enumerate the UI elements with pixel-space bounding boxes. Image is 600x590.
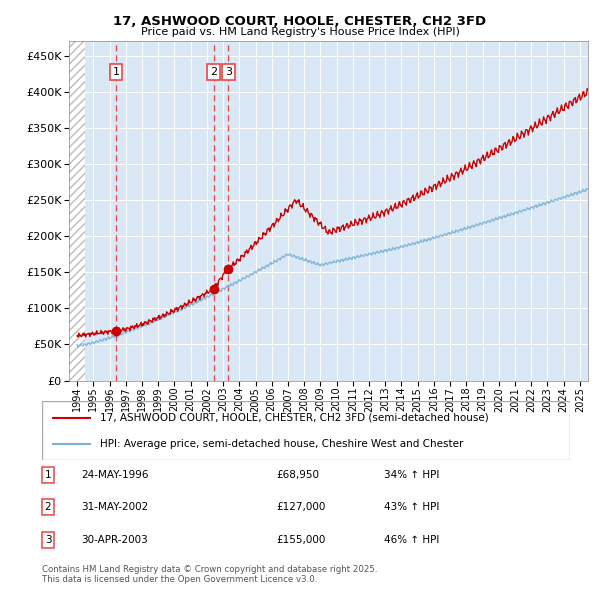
Text: £155,000: £155,000 bbox=[276, 535, 325, 545]
Text: 17, ASHWOOD COURT, HOOLE, CHESTER, CH2 3FD (semi-detached house): 17, ASHWOOD COURT, HOOLE, CHESTER, CH2 3… bbox=[100, 413, 489, 422]
Text: 31-MAY-2002: 31-MAY-2002 bbox=[81, 503, 148, 512]
Text: 3: 3 bbox=[225, 67, 232, 77]
Text: £127,000: £127,000 bbox=[276, 503, 325, 512]
Text: £68,950: £68,950 bbox=[276, 470, 319, 480]
Text: HPI: Average price, semi-detached house, Cheshire West and Chester: HPI: Average price, semi-detached house,… bbox=[100, 439, 463, 448]
Text: 2: 2 bbox=[44, 503, 52, 512]
Text: 30-APR-2003: 30-APR-2003 bbox=[81, 535, 148, 545]
Text: 1: 1 bbox=[44, 470, 52, 480]
Text: 1: 1 bbox=[112, 67, 119, 77]
Text: 43% ↑ HPI: 43% ↑ HPI bbox=[384, 503, 439, 512]
Text: 17, ASHWOOD COURT, HOOLE, CHESTER, CH2 3FD: 17, ASHWOOD COURT, HOOLE, CHESTER, CH2 3… bbox=[113, 15, 487, 28]
Text: Price paid vs. HM Land Registry's House Price Index (HPI): Price paid vs. HM Land Registry's House … bbox=[140, 27, 460, 37]
Text: 24-MAY-1996: 24-MAY-1996 bbox=[81, 470, 149, 480]
Text: 34% ↑ HPI: 34% ↑ HPI bbox=[384, 470, 439, 480]
Text: 2: 2 bbox=[210, 67, 217, 77]
Text: 3: 3 bbox=[44, 535, 52, 545]
Text: Contains HM Land Registry data © Crown copyright and database right 2025.
This d: Contains HM Land Registry data © Crown c… bbox=[42, 565, 377, 584]
Bar bbox=[69, 41, 85, 381]
Text: 46% ↑ HPI: 46% ↑ HPI bbox=[384, 535, 439, 545]
